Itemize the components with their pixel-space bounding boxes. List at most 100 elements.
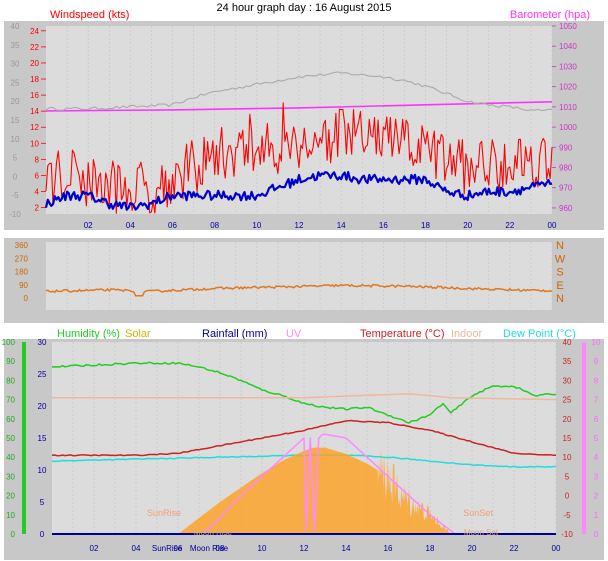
- wind-time-tick: 10: [252, 221, 261, 230]
- humidity-time-tick: 06: [174, 544, 183, 553]
- humidity-tick: 100: [2, 338, 16, 347]
- direction-compass-tick: W: [555, 253, 566, 265]
- humidity-time-tick: 16: [384, 544, 393, 553]
- wind-time-tick: 08: [210, 221, 219, 230]
- wind-left-tick: 25: [11, 78, 20, 87]
- direction-degree-tick: 90: [19, 281, 28, 290]
- temperature-tick: 15: [563, 434, 572, 443]
- wind-speed-tick: 16: [30, 91, 39, 100]
- humidity-time-tick: 00: [552, 544, 561, 553]
- wind-left-tick: 40: [11, 22, 20, 31]
- uv-axis-bar: [582, 342, 586, 534]
- uv-axis: 0 1 2 3 4 5 6 7 8 9 10: [582, 338, 601, 539]
- wind-series: [44, 71, 553, 214]
- wind-left-tick: 15: [11, 116, 20, 125]
- wind-time-tick: 22: [505, 221, 514, 230]
- humidity-tick: 20: [6, 492, 15, 501]
- temperature-tick: 30: [563, 376, 572, 385]
- uv-tick: 0: [594, 530, 599, 539]
- humidity-tick: 50: [6, 434, 15, 443]
- wind-left-tick: 0: [13, 172, 18, 181]
- series-humidity: [51, 361, 557, 424]
- humidity-tick: 10: [6, 511, 15, 520]
- temperature-tick: 10: [563, 453, 572, 462]
- barometer-tick: 970: [559, 184, 573, 193]
- wind-speed-tick: 8: [35, 155, 40, 164]
- humidity-tick: 60: [6, 415, 15, 424]
- temperature-tick: 35: [563, 357, 572, 366]
- humidity-tick: 80: [6, 376, 15, 385]
- barometer-tick: 960: [559, 204, 573, 213]
- series-uv: [202, 433, 456, 535]
- rainfall-axis: 0 5 10 15 20 25 30: [38, 338, 47, 539]
- direction-compass-tick: S: [556, 267, 563, 279]
- wind-time-tick: 18: [421, 221, 430, 230]
- wind-speed-tick: 18: [30, 75, 39, 84]
- sunset-label: SunSet: [463, 508, 493, 518]
- temperature-tick: 40: [563, 338, 572, 347]
- wind-left-tick: 5: [13, 154, 18, 163]
- wind-left-tick: 35: [11, 41, 20, 50]
- temperature-tick: 5: [565, 472, 570, 481]
- uv-tick: 6: [594, 415, 599, 424]
- humidity-time-tick: 22: [510, 544, 519, 553]
- uv-tick: 10: [592, 338, 601, 347]
- wind-left-tick: 20: [11, 97, 20, 106]
- humidity-tick: 30: [6, 472, 15, 481]
- chart-title: 24 hour graph day : 16 August 2015: [217, 2, 392, 14]
- wind-left-tick: 30: [11, 60, 20, 69]
- direction-degree-tick: 270: [15, 254, 29, 263]
- wind-left-tick: -5: [11, 191, 19, 200]
- rainfall-tick: 15: [38, 434, 47, 443]
- humidity-tick: 90: [6, 357, 15, 366]
- wind-speed-tick: 22: [30, 43, 39, 52]
- uv-label: UV: [286, 328, 302, 340]
- humidity-time-tick: 14: [342, 544, 351, 553]
- direction-degree-tick: 180: [15, 268, 29, 277]
- humidity-tick: 70: [6, 396, 15, 405]
- barometer-label: Barometer (hpa): [510, 9, 590, 21]
- humidity-time-tick: 08: [216, 544, 225, 553]
- moonrise-axis-label: Moon Rise: [190, 544, 229, 553]
- barometer-tick: 1000: [559, 123, 577, 132]
- moonrise-label: Moon Rise: [194, 528, 233, 537]
- humidity-label: Humidity (%): [57, 328, 120, 340]
- barometer-tick: 1050: [559, 22, 577, 31]
- series-solar: [178, 447, 451, 534]
- series-barometer: [45, 101, 553, 112]
- humidity-time-tick: 18: [426, 544, 435, 553]
- temperature-tick: -10: [561, 530, 573, 539]
- wind-time-tick: 00: [548, 221, 557, 230]
- barometer-tick: 1010: [559, 103, 577, 112]
- rainfall-tick: 30: [38, 338, 47, 347]
- solar-label: Solar: [125, 328, 151, 340]
- barometer-tick: 1040: [559, 42, 577, 51]
- series-wind: [45, 102, 553, 214]
- wind-time-tick: 20: [463, 221, 472, 230]
- wind-speed-tick: 24: [30, 27, 39, 36]
- rainfall-tick: 0: [40, 530, 45, 539]
- sunrise-label: SunRise: [147, 508, 181, 518]
- dew-point-label: Dew Point (°C): [503, 328, 576, 340]
- temperature-label: Temperature (°C): [360, 328, 444, 340]
- wind-speed-tick: 4: [35, 188, 40, 197]
- uv-tick: 5: [594, 434, 599, 443]
- uv-tick: 2: [594, 492, 599, 501]
- barometer-tick: 980: [559, 164, 573, 173]
- indoor-label: Indoor: [451, 328, 483, 340]
- uv-tick: 1: [594, 511, 599, 520]
- series-baro_bg: [45, 71, 553, 112]
- uv-tick: 7: [594, 396, 599, 405]
- humidity-series: [51, 361, 557, 535]
- wind-time-tick: 02: [84, 221, 93, 230]
- uv-tick: 9: [594, 357, 599, 366]
- rainfall-tick: 25: [38, 370, 47, 379]
- rainfall-tick: 10: [38, 466, 47, 475]
- humidity-axis-bar: [22, 342, 26, 534]
- series-wind_dir: [45, 283, 553, 297]
- uv-tick: 4: [594, 453, 599, 462]
- rainfall-tick: 20: [38, 402, 47, 411]
- barometer-tick: 1030: [559, 62, 577, 71]
